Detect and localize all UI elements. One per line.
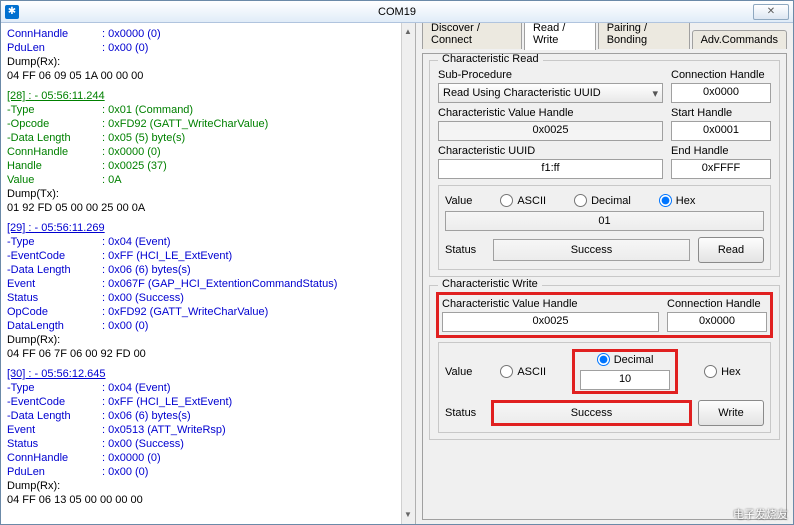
log-line: Status: 0x00 (Success)	[7, 437, 409, 451]
log-line: Event: 0x067F (GAP_HCI_ExtentionCommandS…	[7, 277, 409, 291]
log-line: -Type: 0x04 (Event)	[7, 381, 409, 395]
write-value-inset: Value ASCII Decimal 10 Hex Status Succes…	[438, 342, 771, 433]
close-button[interactable]: ✕	[753, 4, 789, 20]
log-dump: 04 FF 06 13 05 00 00 00 00	[7, 493, 409, 507]
write-status-box: Success	[493, 402, 690, 424]
radio-hex[interactable]: Hex	[659, 194, 696, 207]
write-button[interactable]: Write	[698, 400, 764, 426]
log-line: -Data Length: 0x06 (6) bytes(s)	[7, 263, 409, 277]
tab-pairing[interactable]: Pairing / Bonding	[598, 23, 690, 49]
read-status-label: Status	[445, 244, 485, 256]
right-pane: Discover / Connect Read / Write Pairing …	[416, 23, 793, 524]
tab-readwrite[interactable]: Read / Write	[524, 23, 596, 50]
tab-bar: Discover / Connect Read / Write Pairing …	[422, 27, 787, 49]
body: ConnHandle: 0x0000 (0)PduLen: 0x00 (0)Du…	[1, 23, 793, 524]
write-status-label: Status	[445, 407, 485, 419]
endhandle-input[interactable]: 0xFFFF	[671, 159, 771, 179]
write-value-box[interactable]: 10	[580, 370, 670, 390]
subproc-select[interactable]: Read Using Characteristic UUID	[438, 83, 663, 103]
app-window: ✱ COM19 ✕ ConnHandle: 0x0000 (0)PduLen: …	[0, 0, 794, 525]
log-line: Handle: 0x0025 (37)	[7, 159, 409, 173]
tab-adv[interactable]: Adv.Commands	[692, 30, 787, 49]
write-connhandle-label: Connection Handle	[667, 298, 767, 310]
log-header: [28] : - 05:56:11.244	[7, 89, 409, 103]
cvh-read-input[interactable]: 0x0025	[438, 121, 663, 141]
w-radio-ascii[interactable]: ASCII	[500, 365, 546, 378]
log-pane: ConnHandle: 0x0000 (0)PduLen: 0x00 (0)Du…	[1, 23, 416, 524]
log-line: -EventCode: 0xFF (HCI_LE_ExtEvent)	[7, 395, 409, 409]
value-label: Value	[445, 195, 472, 207]
log-line: Value: 0A	[7, 173, 409, 187]
read-button[interactable]: Read	[698, 237, 764, 263]
log-line: -Data Length: 0x06 (6) bytes(s)	[7, 409, 409, 423]
read-value-box: 01	[445, 211, 764, 231]
endhandle-label: End Handle	[671, 145, 771, 157]
bluetooth-icon: ✱	[5, 5, 19, 19]
log-header: [29] : - 05:56:11.269	[7, 221, 409, 235]
char-write-group: Characteristic Write Characteristic Valu…	[429, 285, 780, 440]
log-line: -Type: 0x01 (Command)	[7, 103, 409, 117]
log-dump-label: Dump(Tx):	[7, 187, 409, 201]
log-line: Event: 0x0513 (ATT_WriteRsp)	[7, 423, 409, 437]
scrollbar[interactable]	[401, 23, 415, 524]
log-line: PduLen: 0x00 (0)	[7, 465, 409, 479]
titlebar: ✱ COM19 ✕	[1, 1, 793, 23]
char-read-legend: Characteristic Read	[438, 53, 543, 65]
log-line: -Data Length: 0x05 (5) byte(s)	[7, 131, 409, 145]
subproc-label: Sub-Procedure	[438, 69, 663, 81]
read-status-box: Success	[493, 239, 690, 261]
tab-discover[interactable]: Discover / Connect	[422, 23, 522, 49]
log-line: ConnHandle: 0x0000 (0)	[7, 27, 409, 41]
cvh-write-input[interactable]: 0x0025	[442, 312, 659, 332]
log-line: DataLength: 0x00 (0)	[7, 319, 409, 333]
window-title: COM19	[378, 6, 416, 18]
log-dump: 01 92 FD 05 00 00 25 00 0A	[7, 201, 409, 215]
log-line: -Type: 0x04 (Event)	[7, 235, 409, 249]
w-radio-decimal[interactable]: Decimal	[597, 353, 654, 366]
read-value-inset: Value ASCII Decimal Hex 01 Status Succes…	[438, 185, 771, 270]
cvh-read-label: Characteristic Value Handle	[438, 107, 663, 119]
starthandle-label: Start Handle	[671, 107, 771, 119]
uuid-input[interactable]: f1:ff	[438, 159, 663, 179]
connhandle-label: Connection Handle	[671, 69, 771, 81]
log-line: ConnHandle: 0x0000 (0)	[7, 451, 409, 465]
log-line: ConnHandle: 0x0000 (0)	[7, 145, 409, 159]
log-dump-label: Dump(Rx):	[7, 333, 409, 347]
radio-decimal[interactable]: Decimal	[574, 194, 631, 207]
log-line: Status: 0x00 (Success)	[7, 291, 409, 305]
log-line: -Opcode: 0xFD92 (GATT_WriteCharValue)	[7, 117, 409, 131]
uuid-label: Characteristic UUID	[438, 145, 663, 157]
write-connhandle-input[interactable]: 0x0000	[667, 312, 767, 332]
log-line: OpCode: 0xFD92 (GATT_WriteCharValue)	[7, 305, 409, 319]
tab-panel: Characteristic Read Sub-Procedure Read U…	[422, 53, 787, 520]
cvh-write-label: Characteristic Value Handle	[442, 298, 659, 310]
write-value-label: Value	[445, 366, 472, 378]
log-header: [30] : - 05:56:12.645	[7, 367, 409, 381]
log-dump-label: Dump(Rx):	[7, 479, 409, 493]
starthandle-input[interactable]: 0x0001	[671, 121, 771, 141]
log-dump: 04 FF 06 7F 06 00 92 FD 00	[7, 347, 409, 361]
char-read-group: Characteristic Read Sub-Procedure Read U…	[429, 60, 780, 277]
w-radio-hex[interactable]: Hex	[704, 365, 741, 378]
radio-ascii[interactable]: ASCII	[500, 194, 546, 207]
log-line: PduLen: 0x00 (0)	[7, 41, 409, 55]
connhandle-input[interactable]: 0x0000	[671, 83, 771, 103]
log-line: -EventCode: 0xFF (HCI_LE_ExtEvent)	[7, 249, 409, 263]
char-write-legend: Characteristic Write	[438, 278, 542, 290]
